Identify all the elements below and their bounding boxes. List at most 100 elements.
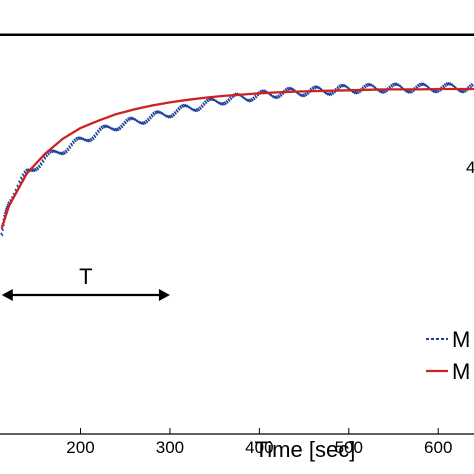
data-point: [343, 84, 347, 88]
data-point: [107, 125, 111, 130]
data-point: [91, 136, 95, 141]
annotation-arrowhead-right: [158, 289, 170, 301]
data-point: [363, 84, 367, 89]
data-point: [93, 134, 97, 139]
data-point: [53, 149, 58, 154]
data-point: [316, 85, 321, 90]
data-point: [395, 82, 399, 87]
data-point: [277, 94, 281, 99]
x-tick-label: 300: [156, 438, 184, 457]
data-point: [202, 102, 206, 107]
data-point: [365, 83, 369, 88]
data-point: [87, 138, 92, 143]
data-point: [153, 110, 158, 115]
data-point: [0, 232, 4, 237]
data-point: [441, 84, 446, 89]
data-point: [252, 96, 256, 101]
data-point: [130, 116, 135, 121]
data-point: [461, 89, 465, 94]
data-point: [214, 99, 219, 104]
data-point: [416, 83, 421, 88]
data-point: [225, 99, 229, 104]
legend-label-series-1: M: [452, 327, 470, 352]
data-point: [105, 124, 109, 129]
data-point: [170, 114, 174, 119]
data-point: [248, 98, 253, 103]
data-point: [41, 159, 45, 163]
data-point: [62, 150, 67, 155]
data-point: [112, 127, 117, 132]
x-axis: 200 300 400 500 600: [0, 428, 474, 457]
data-point: [69, 142, 74, 147]
edge-label: 4: [466, 158, 474, 177]
data-point: [118, 126, 122, 131]
series-group: [0, 81, 474, 237]
data-point: [382, 89, 387, 94]
data-point: [198, 106, 202, 110]
data-point: [245, 98, 249, 102]
data-point: [216, 100, 220, 105]
data-point: [102, 124, 106, 129]
data-point: [354, 90, 358, 95]
data-point: [212, 98, 217, 103]
x-axis-label: Time [sec]: [255, 437, 356, 462]
data-point: [250, 97, 254, 102]
data-point: [325, 91, 329, 96]
data-point: [186, 104, 190, 109]
data-point: [159, 110, 163, 115]
data-point: [289, 86, 294, 91]
data-point: [187, 105, 192, 110]
data-point: [195, 108, 199, 113]
data-point: [111, 127, 115, 132]
data-point: [19, 176, 24, 181]
data-point: [468, 84, 473, 89]
data-point: [77, 136, 81, 141]
data-point: [152, 111, 156, 116]
data-point: [119, 124, 124, 129]
data-point: [246, 98, 251, 103]
data-point: [168, 114, 172, 119]
data-point: [286, 86, 290, 91]
data-point: [71, 140, 76, 145]
data-point: [73, 138, 77, 143]
data-point: [127, 117, 131, 122]
data-point: [175, 108, 179, 113]
data-point: [420, 82, 424, 87]
data-point: [96, 129, 101, 134]
data-point: [393, 82, 397, 87]
data-point: [180, 104, 185, 108]
data-point: [39, 162, 43, 166]
data-point: [379, 89, 383, 94]
data-point: [298, 93, 303, 97]
data-point: [173, 111, 177, 115]
data-point: [132, 117, 136, 121]
data-point: [275, 95, 279, 100]
data-point: [288, 86, 292, 91]
data-point: [204, 100, 208, 105]
data-point: [272, 94, 276, 99]
data-point: [218, 101, 222, 106]
series-1: [0, 81, 474, 237]
data-point: [85, 138, 90, 143]
data-point: [116, 127, 120, 132]
x-tick-label: 200: [66, 438, 94, 457]
data-point: [270, 93, 274, 98]
data-point: [205, 98, 210, 103]
data-point: [327, 92, 331, 97]
data-point: [0, 227, 5, 232]
data-point: [193, 108, 197, 113]
data-point: [184, 103, 188, 108]
data-point: [150, 113, 154, 118]
data-point: [311, 86, 315, 91]
data-point: [177, 106, 181, 111]
annotation-arrowhead-left: [1, 289, 13, 301]
data-point: [98, 127, 102, 132]
data-point: [51, 149, 56, 153]
data-point: [75, 136, 79, 141]
data-point: [166, 114, 170, 119]
data-point: [191, 107, 195, 112]
data-point: [381, 90, 385, 94]
data-point: [415, 85, 419, 90]
data-point: [352, 90, 356, 95]
data-point: [336, 86, 340, 90]
